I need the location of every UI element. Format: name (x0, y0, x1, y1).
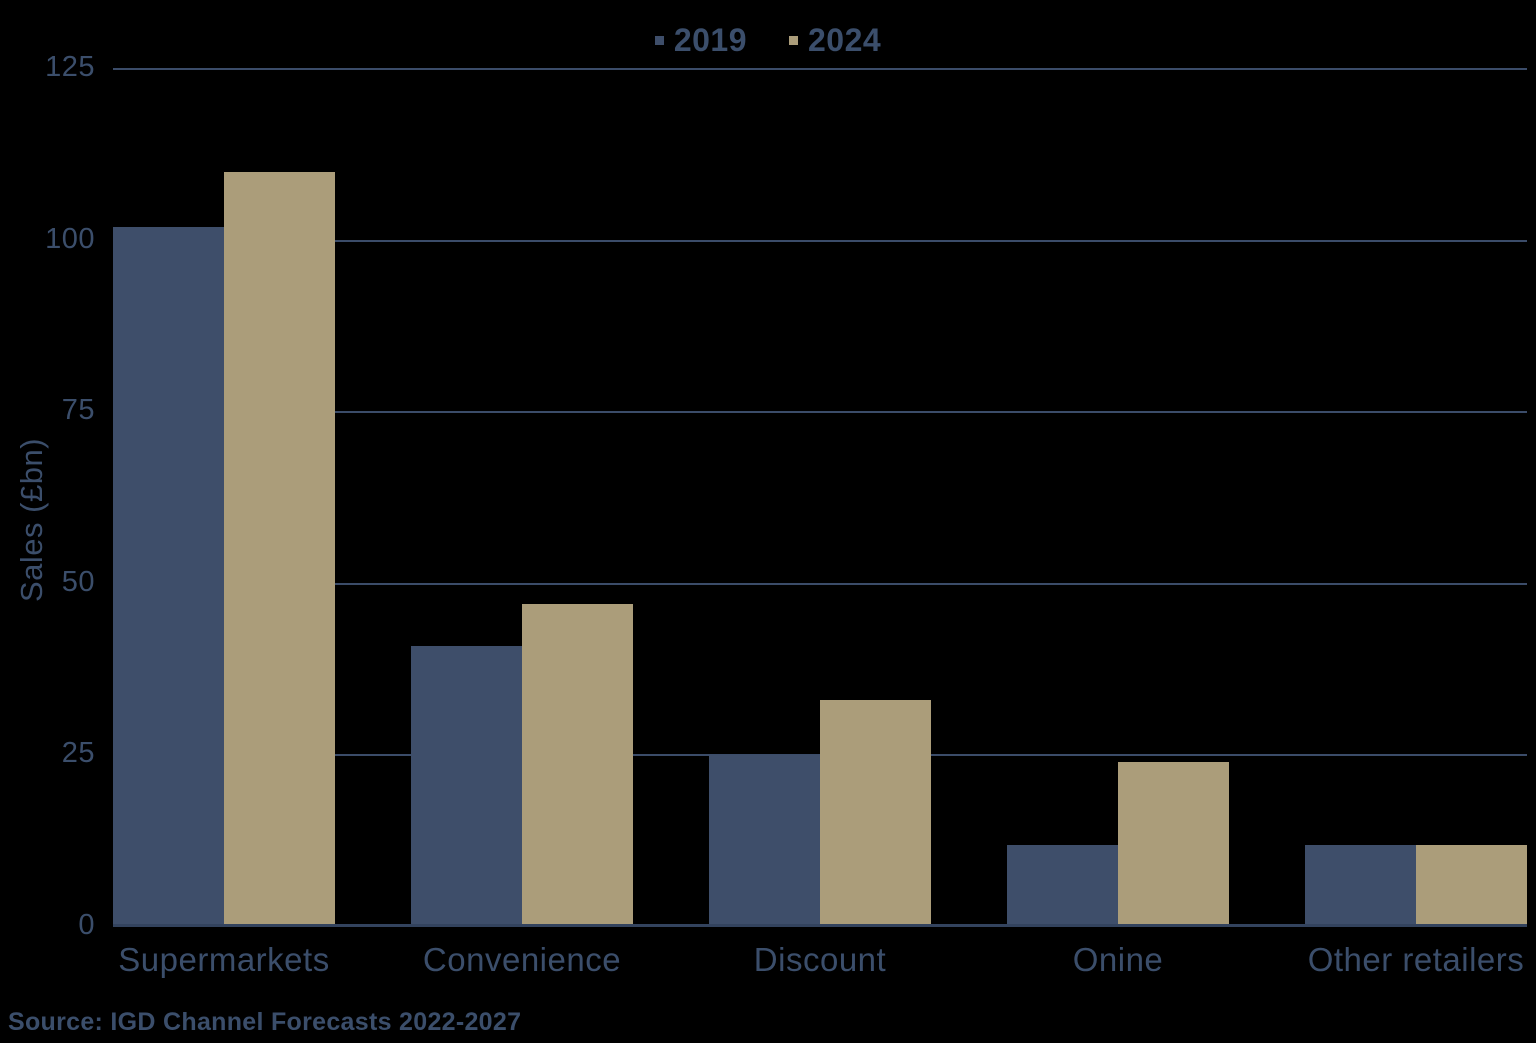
x-axis-baseline (113, 924, 1527, 927)
bar-2024-discount (820, 700, 931, 927)
legend-label: 2019 (673, 22, 747, 58)
bar-2024-other-retailers (1416, 845, 1527, 927)
bar-2024-convenience (522, 604, 633, 927)
x-axis-label-discount: Discount (753, 941, 887, 978)
gridline-100 (113, 240, 1527, 242)
bar-group-discount (709, 69, 931, 927)
y-tick-label-125: 125 (45, 51, 95, 83)
gridline-125 (113, 68, 1527, 70)
bars-row (113, 69, 1527, 927)
legend-label: 2024 (808, 22, 882, 58)
bar-2019-onine (1007, 845, 1118, 927)
bar-group-convenience (411, 69, 633, 927)
gridline-75 (113, 411, 1527, 413)
plot-area (113, 68, 1527, 927)
bar-2019-other-retailers (1305, 845, 1416, 927)
y-tick-label-75: 75 (61, 394, 95, 426)
chart-legend: 2019 2024 (0, 22, 1536, 59)
bar-group-other-retailers (1305, 69, 1527, 927)
y-tick-label-50: 50 (61, 566, 95, 598)
bar-group-supermarkets (113, 69, 335, 927)
legend-item-2019: 2019 (654, 22, 747, 59)
x-axis-label-onine: Onine (1072, 941, 1164, 978)
bar-2019-supermarkets (113, 227, 224, 927)
source-note: Source: IGD Channel Forecasts 2022-2027 (8, 1008, 522, 1036)
legend-swatch-2019 (654, 36, 664, 45)
gridline-50 (113, 583, 1527, 585)
legend-item-2024: 2024 (789, 22, 881, 59)
bar-group-onine (1007, 69, 1229, 927)
legend-swatch-2024 (789, 36, 798, 45)
bar-2019-discount (709, 755, 820, 927)
bar-2024-supermarkets (224, 172, 335, 927)
y-tick-label-0: 0 (78, 909, 95, 941)
x-axis-label-supermarkets: Supermarkets (118, 941, 330, 978)
bar-2024-onine (1118, 762, 1229, 927)
x-axis-label-other-retailers: Other retailers (1307, 941, 1525, 978)
x-axis-label-convenience: Convenience (422, 941, 622, 978)
bar-2019-convenience (411, 646, 522, 927)
y-tick-label-100: 100 (45, 223, 95, 255)
y-tick-label-25: 25 (61, 737, 95, 769)
x-axis-labels: Supermarkets Convenience Discount Onine Othe… (113, 941, 1527, 979)
